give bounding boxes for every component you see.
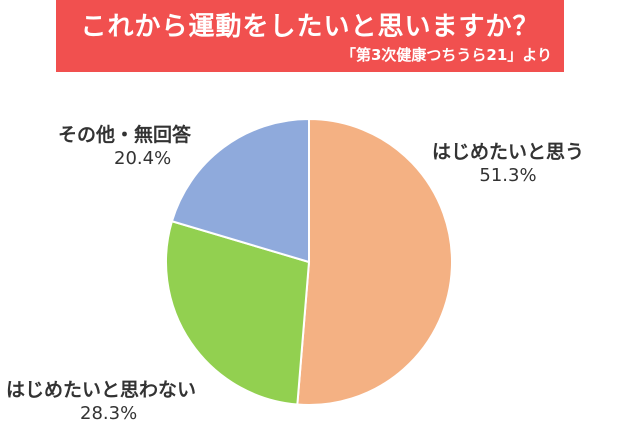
slice-label-want: はじめたいと思う 51.3% [432,140,584,188]
slice-label-other: その他・無回答 20.4% [58,123,191,171]
pie-slice-other [170,117,310,264]
slice-label-not-want: はじめたいと思わない 28.3% [6,378,196,426]
slice-label-want-value: 51.3% [479,165,537,186]
slice-label-other-text: その他・無回答 [58,124,192,146]
slice-label-not-want-text: はじめたいと思わない [6,379,197,401]
pie-slices [165,117,453,406]
chart-subtitle: 「第3次健康つちうら21」より [340,46,552,64]
chart-title: これから運動をしたいと思いますか？ [80,12,540,42]
title-banner: これから運動をしたいと思いますか？ 「第3次健康つちうら21」より [56,0,564,72]
pie-slice-want [296,117,453,406]
slice-label-want-text: はじめたいと思う [432,141,585,163]
slice-label-not-want-value: 28.3% [80,403,138,424]
slice-label-other-value: 20.4% [114,148,172,169]
pie-slice-not-want [165,219,311,406]
